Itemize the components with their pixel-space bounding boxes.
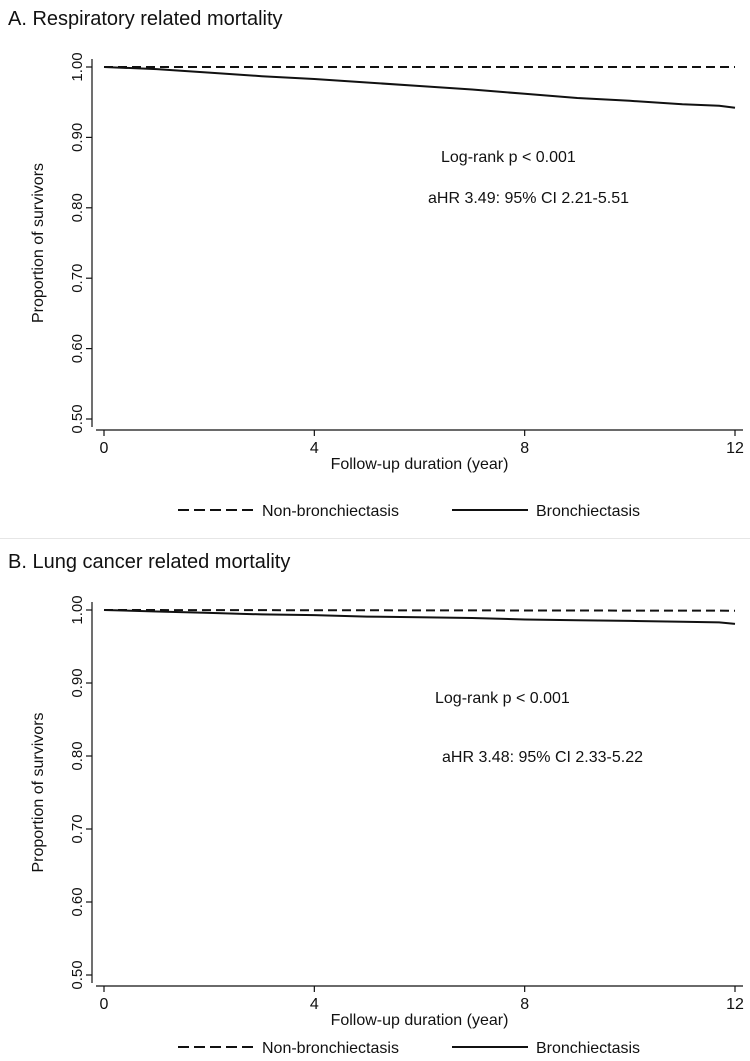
x-tick-label: 12 (726, 440, 744, 457)
annotation-text: aHR 3.49: 95% CI 2.21-5.51 (428, 190, 629, 207)
x-tick-label: 4 (310, 996, 319, 1013)
series-line-non-bronchiectasis (103, 609, 736, 612)
chart-title: A. Respiratory related mortality (8, 8, 283, 30)
panel-respiratory-mortality: A. Respiratory related mortality 0.50 0.6… (0, 0, 750, 530)
y-tick-label: 0.60 (69, 887, 86, 916)
series-line-bronchiectasis (103, 609, 736, 625)
y-tick-label: 1.00 (69, 595, 86, 624)
x-tick-label: 0 (100, 996, 109, 1013)
y-tick-label: 0.70 (69, 264, 86, 293)
y-tick-label: 0.80 (69, 741, 86, 770)
y-tick-label: 0.90 (69, 123, 86, 152)
x-tick-label: 12 (726, 996, 744, 1013)
x-axis-label: Follow-up duration (year) (331, 456, 509, 473)
y-axis-label: Proportion of survivors (30, 712, 47, 872)
legend-label: Non-bronchiectasis (262, 503, 399, 520)
x-axis-label: Follow-up duration (year) (331, 1012, 509, 1029)
y-tick-label: 0.90 (69, 668, 86, 697)
x-tick-label: 8 (520, 440, 529, 457)
panel-lung-cancer-mortality: B. Lung cancer related mortality 0.50 0.6… (0, 545, 750, 1061)
y-tick-label: 0.50 (69, 404, 86, 433)
chart-title: B. Lung cancer related mortality (8, 551, 291, 573)
y-tick-label: 0.60 (69, 334, 86, 363)
survival-chart-b: 0.50 0.60 0.70 0.80 0.90 1.00 0 4 8 12 Follow-up d… (30, 595, 744, 1057)
x-tick-label: 4 (310, 440, 319, 457)
y-tick-label: 0.70 (69, 814, 86, 843)
y-tick-label: 0.80 (69, 193, 86, 222)
annotation-text: aHR 3.48: 95% CI 2.33-5.22 (442, 749, 643, 766)
series-line-bronchiectasis (103, 66, 736, 109)
legend-label: Non-bronchiectasis (262, 1040, 399, 1057)
y-tick-label: 0.50 (69, 960, 86, 989)
y-axis-label: Proportion of survivors (30, 163, 47, 323)
legend-label: Bronchiectasis (536, 1040, 640, 1057)
annotation-text: Log-rank p < 0.001 (435, 690, 570, 707)
panel-divider (0, 538, 750, 539)
y-tick-label: 1.00 (69, 52, 86, 81)
survival-chart-a: 0.50 0.60 0.70 0.80 0.90 1.00 0 4 8 12 Follow-up d… (30, 52, 744, 520)
legend-label: Bronchiectasis (536, 503, 640, 520)
x-tick-label: 8 (520, 996, 529, 1013)
x-tick-label: 0 (100, 440, 109, 457)
annotation-text: Log-rank p < 0.001 (441, 149, 576, 166)
